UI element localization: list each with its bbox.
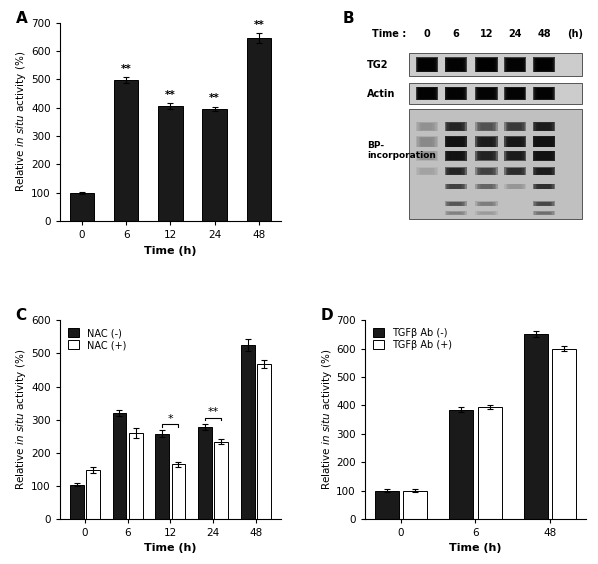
Text: **: ** <box>165 90 176 100</box>
Text: **: ** <box>208 407 219 417</box>
Bar <box>478 407 502 519</box>
Bar <box>70 193 94 221</box>
Text: *: * <box>167 413 173 424</box>
Text: A: A <box>16 11 28 25</box>
Bar <box>129 433 142 519</box>
Legend: TGFβ Ab (-), TGFβ Ab (+): TGFβ Ab (-), TGFβ Ab (+) <box>370 325 455 353</box>
Bar <box>403 491 427 519</box>
Text: **: ** <box>209 94 220 103</box>
Y-axis label: Relative $\it{in}$ $\it{situ}$ activity (%): Relative $\it{in}$ $\it{situ}$ activity … <box>319 349 334 490</box>
Bar <box>202 109 227 221</box>
Y-axis label: Relative $\it{in}$ $\it{situ}$ activity (%): Relative $\it{in}$ $\it{situ}$ activity … <box>14 349 28 490</box>
Text: D: D <box>321 309 333 323</box>
Bar <box>215 442 228 519</box>
Bar <box>155 434 169 519</box>
Bar <box>86 470 100 519</box>
Y-axis label: Relative $\it{in}$ $\it{situ}$ activity (%): Relative $\it{in}$ $\it{situ}$ activity … <box>14 51 28 192</box>
Bar <box>450 409 473 519</box>
Text: B: B <box>343 11 355 25</box>
Bar <box>70 485 84 519</box>
Bar <box>198 427 212 519</box>
Bar <box>375 491 399 519</box>
Bar <box>257 364 271 519</box>
Legend: NAC (-), NAC (+): NAC (-), NAC (+) <box>65 325 129 353</box>
Bar <box>241 345 255 519</box>
X-axis label: Time (h): Time (h) <box>449 544 502 553</box>
Bar <box>524 334 548 519</box>
X-axis label: Time (h): Time (h) <box>144 246 197 255</box>
Bar <box>112 413 126 519</box>
Bar <box>158 106 182 221</box>
Bar <box>114 80 138 221</box>
Text: **: ** <box>121 64 132 74</box>
X-axis label: Time (h): Time (h) <box>144 544 197 553</box>
Bar <box>172 464 185 519</box>
Bar <box>246 38 271 221</box>
Text: C: C <box>16 309 27 323</box>
Text: **: ** <box>254 20 264 30</box>
Bar <box>552 349 576 519</box>
